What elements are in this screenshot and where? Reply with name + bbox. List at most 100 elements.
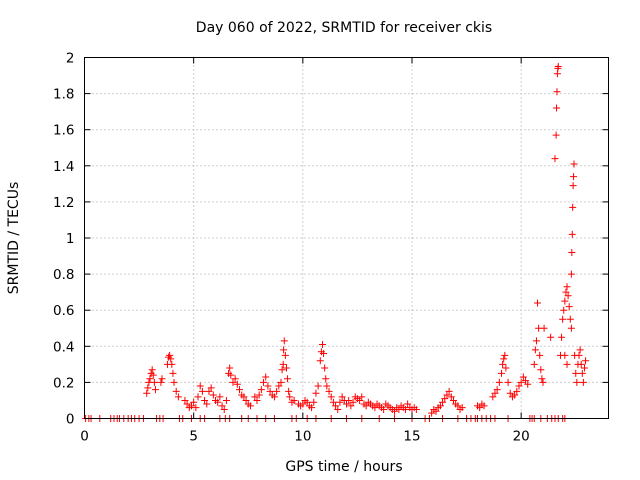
data-point-plus bbox=[401, 405, 409, 413]
data-point-plus bbox=[310, 398, 318, 406]
data-point-plus bbox=[194, 393, 202, 401]
data-point-plus bbox=[569, 203, 577, 211]
data-point-plus bbox=[552, 131, 560, 139]
data-point-plus bbox=[246, 402, 254, 410]
data-point-plus bbox=[562, 288, 570, 296]
data-point-plus bbox=[233, 380, 241, 388]
data-point-plus bbox=[566, 315, 574, 323]
y-tick-label: 0.6 bbox=[53, 303, 74, 319]
data-point-plus bbox=[192, 404, 200, 412]
data-point-plus bbox=[572, 369, 580, 377]
data-point-plus bbox=[380, 405, 388, 413]
x-tick-label: 5 bbox=[189, 429, 198, 445]
data-point-plus bbox=[449, 396, 457, 404]
data-point-plus bbox=[236, 386, 244, 394]
data-point-plus bbox=[578, 369, 586, 377]
x-tick-label: 15 bbox=[403, 429, 420, 445]
data-point-plus bbox=[151, 386, 159, 394]
data-point-plus bbox=[332, 402, 340, 410]
data-point-plus bbox=[338, 393, 346, 401]
data-point-plus bbox=[146, 375, 154, 383]
data-point-plus bbox=[168, 360, 176, 368]
data-point-plus bbox=[506, 389, 514, 397]
y-tick-label: 1.2 bbox=[53, 195, 74, 211]
data-point-plus bbox=[513, 387, 521, 395]
data-point-plus bbox=[371, 404, 379, 412]
data-point-plus bbox=[558, 333, 566, 341]
data-point-plus bbox=[218, 402, 226, 410]
x-axis-title: GPS time / hours bbox=[285, 459, 402, 475]
data-point-plus bbox=[203, 400, 211, 408]
y-tick-label: 1.4 bbox=[53, 159, 74, 175]
data-point-plus bbox=[441, 395, 449, 403]
data-point-plus bbox=[404, 400, 412, 408]
data-point-plus bbox=[538, 375, 546, 383]
data-point-plus bbox=[498, 369, 506, 377]
data-point-plus bbox=[183, 400, 191, 408]
data-point-plus bbox=[169, 369, 177, 377]
data-point-plus bbox=[150, 378, 158, 386]
data-point-plus bbox=[157, 378, 165, 386]
data-point-plus bbox=[534, 299, 542, 307]
data-point-plus bbox=[242, 396, 250, 404]
data-point-plus bbox=[347, 402, 355, 410]
data-series-srmtid bbox=[82, 63, 590, 422]
data-point-plus bbox=[445, 387, 453, 395]
data-point-plus bbox=[511, 391, 519, 399]
data-point-plus bbox=[515, 382, 523, 390]
data-point-plus bbox=[504, 378, 512, 386]
data-point-plus bbox=[530, 360, 538, 368]
data-point-plus bbox=[323, 382, 331, 390]
data-point-plus bbox=[559, 315, 567, 323]
data-point-plus bbox=[253, 396, 261, 404]
data-point-plus bbox=[190, 398, 198, 406]
data-point-plus bbox=[320, 350, 328, 358]
data-point-plus bbox=[495, 378, 503, 386]
data-point-plus bbox=[231, 375, 239, 383]
data-point-plus bbox=[569, 182, 577, 190]
data-point-plus bbox=[345, 396, 353, 404]
data-point-plus bbox=[222, 396, 230, 404]
y-tick-label: 1.6 bbox=[53, 123, 74, 139]
data-point-plus bbox=[565, 303, 573, 311]
data-point-plus bbox=[553, 88, 561, 96]
axis-ticks: 0 5 10 15 20 0 0.2 0.4 0.6 0.8 1 1.2 1.4 1.6 1.8 2 bbox=[53, 51, 609, 445]
data-point-plus bbox=[226, 364, 234, 372]
x-tick-label: 10 bbox=[294, 429, 311, 445]
data-point-plus bbox=[570, 160, 578, 168]
data-point-plus bbox=[537, 366, 545, 374]
data-point-plus bbox=[273, 387, 281, 395]
data-point-plus bbox=[519, 373, 527, 381]
data-point-plus bbox=[532, 337, 540, 345]
data-point-plus bbox=[316, 357, 324, 365]
data-point-plus bbox=[278, 366, 286, 374]
data-point-plus bbox=[491, 389, 499, 397]
data-point-plus bbox=[336, 398, 344, 406]
data-point-plus bbox=[277, 378, 285, 386]
data-point-plus bbox=[187, 402, 195, 410]
x-tick-label: 0 bbox=[80, 429, 89, 445]
data-point-plus bbox=[447, 393, 455, 401]
data-point-plus bbox=[539, 378, 547, 386]
data-point-plus bbox=[568, 230, 576, 238]
data-point-plus bbox=[554, 63, 562, 71]
data-point-plus bbox=[561, 351, 569, 359]
data-point-plus bbox=[264, 382, 272, 390]
chart-title: Day 060 of 2022, SRMTID for receiver cki… bbox=[196, 20, 492, 36]
data-point-plus bbox=[279, 360, 287, 368]
y-tick-label: 0.8 bbox=[53, 267, 74, 283]
y-tick-label: 0.2 bbox=[53, 375, 74, 391]
data-point-plus bbox=[575, 351, 583, 359]
data-point-plus bbox=[395, 405, 403, 413]
data-point-plus bbox=[318, 340, 326, 348]
data-point-plus bbox=[567, 270, 575, 278]
data-point-plus bbox=[522, 377, 530, 385]
data-point-plus bbox=[290, 396, 298, 404]
data-point-plus bbox=[480, 402, 488, 410]
data-point-plus bbox=[286, 393, 294, 401]
data-point-plus bbox=[257, 386, 265, 394]
data-point-plus bbox=[563, 283, 571, 291]
data-point-plus bbox=[260, 378, 268, 386]
y-tick-label: 0.4 bbox=[53, 339, 74, 355]
